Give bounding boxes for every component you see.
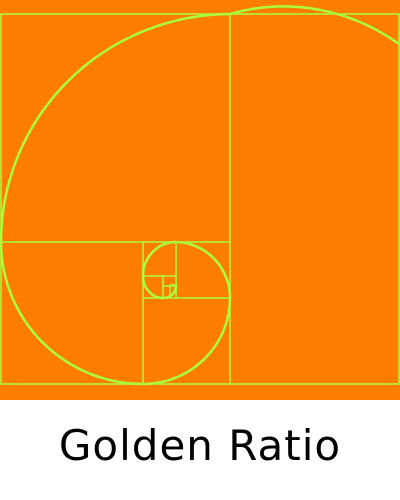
caption-title: Golden Ratio: [58, 420, 342, 470]
diagram-background: [0, 0, 400, 400]
outer-frame: [0, 13, 400, 385]
golden-ratio-diagram: [0, 0, 400, 400]
golden-spiral: [0, 5, 400, 386]
